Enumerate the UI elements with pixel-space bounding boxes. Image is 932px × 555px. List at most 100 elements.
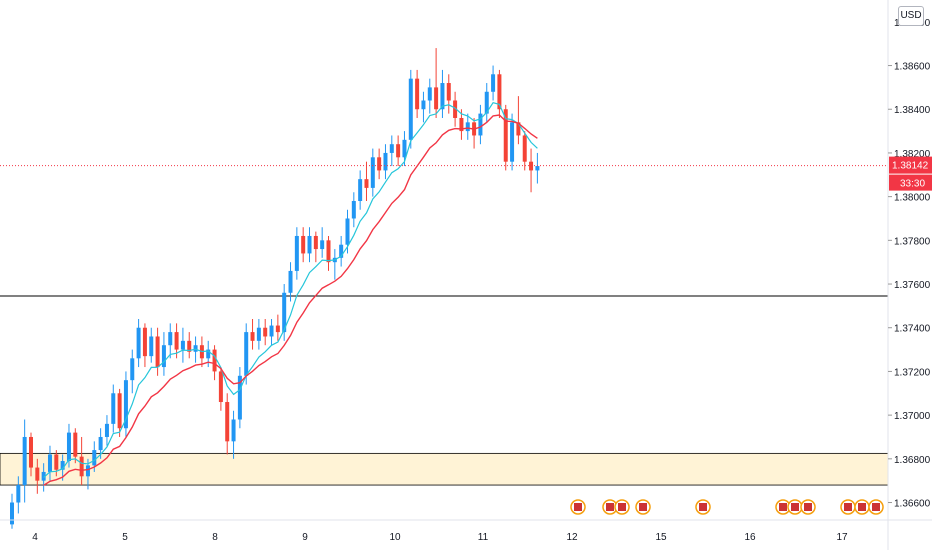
- currency-button[interactable]: USD: [898, 6, 924, 26]
- price-tick-label: 1.37400: [894, 324, 931, 335]
- flag-icon: [606, 503, 614, 511]
- candle-body: [370, 157, 375, 188]
- candle-body: [263, 327, 268, 337]
- candle-body: [161, 345, 166, 368]
- candle-body: [136, 327, 141, 359]
- candle-body: [111, 393, 116, 424]
- candle-body: [66, 432, 71, 462]
- candle-body: [313, 235, 318, 250]
- flag-icon: [858, 503, 866, 511]
- candle-body: [10, 502, 14, 525]
- candle-body: [491, 74, 496, 92]
- candles-layer: [10, 48, 540, 529]
- candle-body: [269, 325, 274, 337]
- candle-body: [256, 327, 261, 341]
- candle-body: [60, 461, 65, 470]
- flag-icon: [872, 503, 880, 511]
- slow-moving-average: [43, 114, 538, 486]
- candle-body: [79, 456, 84, 477]
- candle-body: [123, 380, 128, 429]
- candle-body: [168, 332, 173, 346]
- candle-body: [510, 122, 515, 162]
- flag-icon: [844, 503, 852, 511]
- candle-body: [155, 336, 160, 368]
- candle-body: [345, 218, 350, 245]
- candle-body: [396, 144, 401, 158]
- support-zone[interactable]: [0, 452, 889, 486]
- price-tick-label: 1.36600: [894, 499, 931, 510]
- time-tick-label: 10: [389, 532, 401, 543]
- candle-body: [237, 375, 242, 420]
- price-tick-label: 1.36800: [894, 455, 931, 466]
- price-axis[interactable]: 1.38600 1.38400 1.38200 1.38000 1.37800 1.376…: [887, 0, 931, 550]
- candle-body: [326, 240, 331, 263]
- candle-body: [478, 113, 483, 136]
- flag-icon: [804, 503, 812, 511]
- price-tick-label: 1.38000: [894, 193, 931, 204]
- current-price-box: [889, 156, 932, 174]
- economic-events-layer[interactable]: [570, 499, 884, 515]
- candle-body: [288, 270, 293, 293]
- candle-body: [225, 402, 230, 442]
- candle-body: [212, 349, 217, 372]
- candle-body: [47, 454, 52, 472]
- candle-body: [117, 393, 122, 429]
- candle-body: [440, 83, 445, 110]
- price-tick-label: 1.37000: [894, 411, 931, 422]
- price-tick-label: 1.38200: [894, 149, 931, 160]
- candle-body: [484, 91, 489, 114]
- candle-body: [54, 454, 59, 470]
- flag-icon: [699, 503, 707, 511]
- flag-icon: [574, 503, 582, 511]
- candle-body: [250, 332, 255, 341]
- candle-body: [408, 78, 413, 140]
- candle-body: [459, 117, 464, 132]
- candle-body: [22, 436, 27, 486]
- candle-body: [364, 179, 369, 188]
- candle-body: [389, 144, 394, 153]
- candle-body: [282, 292, 287, 333]
- candle-body: [187, 340, 192, 352]
- flag-icon: [791, 503, 799, 511]
- fast-moving-average: [43, 102, 538, 479]
- candle-body: [104, 423, 109, 437]
- current-price-tag: 1.38142 33:30: [889, 156, 932, 191]
- flag-icon: [779, 503, 787, 511]
- time-axis[interactable]: 4 5 8 9 10 11 12 15 16 17: [0, 519, 932, 543]
- candle-body: [307, 235, 312, 254]
- countdown-label: 33:30: [900, 179, 925, 190]
- time-tick-label: 15: [655, 532, 667, 543]
- time-tick-label: 17: [836, 532, 848, 543]
- candle-body: [73, 432, 78, 457]
- candle-body: [301, 235, 306, 254]
- candle-body: [503, 109, 508, 162]
- candle-body: [320, 240, 325, 250]
- candle-body: [193, 345, 198, 352]
- candle-body: [383, 152, 388, 171]
- candle-body: [16, 485, 21, 503]
- current-price-label: 1.38142: [892, 161, 929, 172]
- candle-body: [497, 74, 502, 110]
- candle-body: [174, 332, 179, 350]
- time-tick-label: 4: [32, 532, 38, 543]
- time-tick-label: 9: [302, 532, 308, 543]
- candle-body: [358, 179, 363, 202]
- time-tick-label: 16: [744, 532, 756, 543]
- candle-body: [446, 83, 451, 101]
- price-tick-label: 1.37200: [894, 367, 931, 378]
- candle-body: [465, 122, 470, 132]
- time-tick-label: 12: [566, 532, 578, 543]
- time-tick-label: 11: [478, 532, 489, 543]
- candle-body: [85, 465, 90, 477]
- candle-body: [206, 349, 211, 359]
- time-tick-label: 8: [212, 532, 218, 543]
- candle-body: [35, 467, 40, 481]
- countdown-box: [889, 174, 932, 191]
- flag-icon: [618, 503, 626, 511]
- candle-body: [351, 201, 356, 219]
- candle-body: [218, 371, 223, 403]
- candle-body: [98, 436, 103, 451]
- candle-body: [244, 332, 249, 376]
